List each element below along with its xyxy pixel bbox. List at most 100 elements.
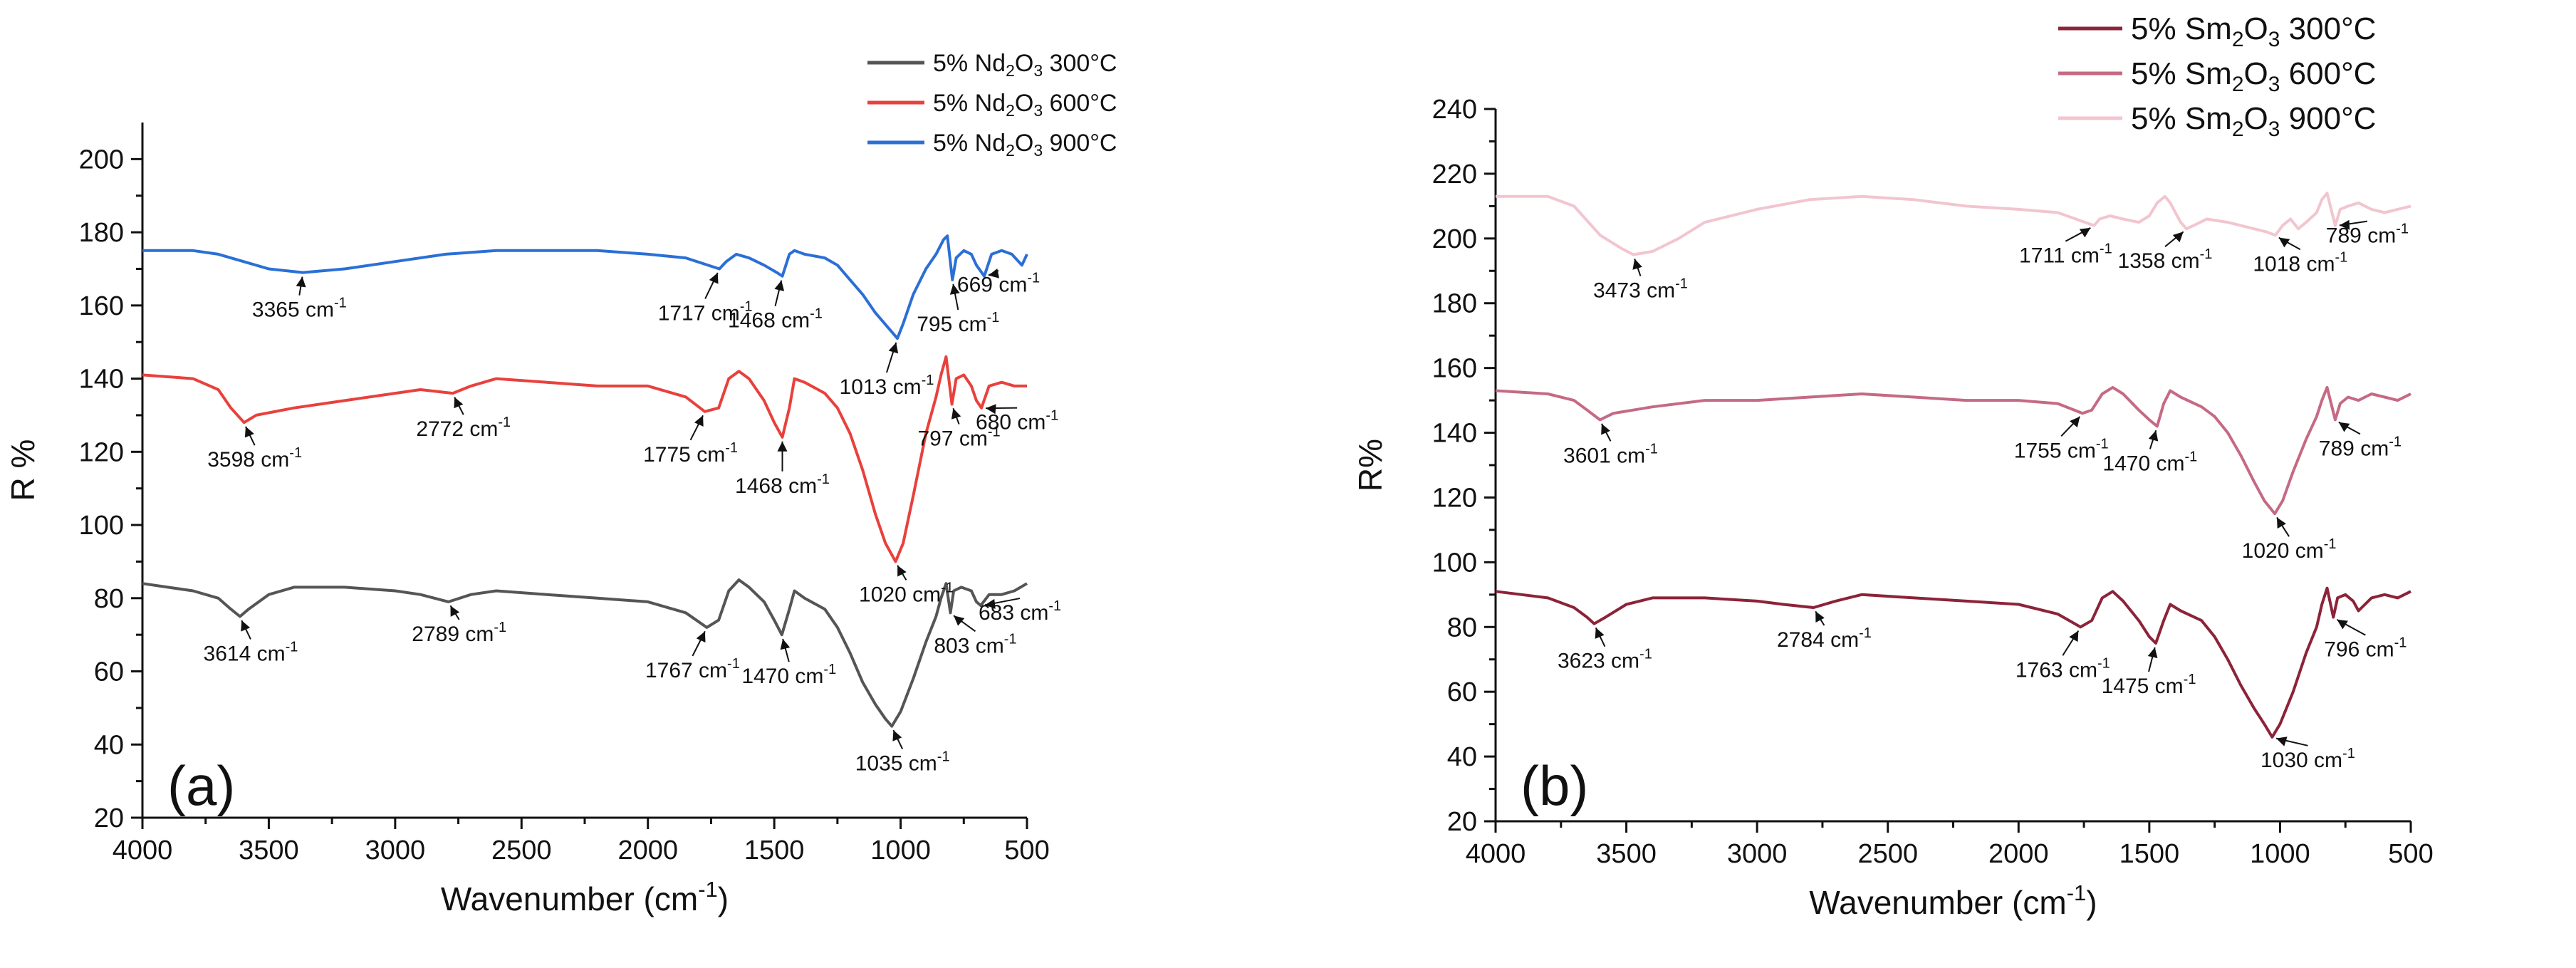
peak-annotation: 796 cm-1 [2324,635,2406,662]
x-tick-label: 3500 [1596,839,1657,869]
peak-annotation: 1020 cm-1 [859,580,954,606]
peak-annotation: 2772 cm-1 [416,415,511,441]
annotation-arrowhead [450,605,460,617]
legend-label-1: 5% Sm2O3 300°C [2131,11,2376,51]
annotation-arrowhead [454,397,464,409]
annotation-arrowhead [2339,219,2350,230]
y-tick-label: 100 [1432,548,1477,578]
annotation-arrowhead [709,272,719,284]
peak-annotation: 3601 cm-1 [1563,441,1658,467]
y-tick-label: 220 [1432,160,1477,189]
peak-annotation: 3473 cm-1 [1593,276,1688,303]
annotation-arrowhead [892,730,902,741]
peak-annotation: 2789 cm-1 [412,620,506,646]
legend-label-1: 5% Nd2O3 300°C [933,50,1117,80]
x-tick-label: 1000 [870,836,931,865]
annotation-arrowhead [2070,416,2080,428]
annotation-arrowhead [2276,737,2288,746]
x-tick-label: 500 [2388,839,2433,869]
y-tick-label: 80 [94,584,124,614]
x-tick-label: 1500 [744,836,805,865]
legend-label-3: 5% Sm2O3 900°C [2131,101,2376,141]
annotation-arrowhead [2148,430,2159,442]
annotation-arrowhead [2337,619,2348,630]
panel-label: (b) [1521,754,1588,817]
series-line-1 [142,578,1028,728]
annotation-arrowhead [949,283,960,295]
x-tick-label: 3000 [1727,839,1788,869]
peak-annotation: 683 cm-1 [979,598,1061,625]
legend-label-3: 5% Nd2O3 900°C [933,130,1117,160]
x-tick-label: 2000 [617,836,678,865]
y-tick-label: 140 [79,365,124,395]
annotation-arrowhead [1815,611,1825,623]
x-tick-label: 2000 [1988,839,2049,869]
peak-annotation: 1358 cm-1 [2118,246,2213,273]
y-tick-label: 60 [94,657,124,687]
series-line-2 [142,355,1027,563]
x-tick-label: 1500 [2119,839,2180,869]
peak-annotation: 1763 cm-1 [2016,655,2110,682]
peak-annotation: 1470 cm-1 [741,662,836,688]
x-tick-label: 3500 [239,836,299,865]
peak-annotation: 795 cm-1 [917,310,999,336]
y-tick-label: 240 [1432,95,1477,125]
peak-annotation: 3623 cm-1 [1558,647,1652,673]
x-tick-label: 4000 [1466,839,1526,869]
chart-panel-a: 4000 3500 3000 2500 2000 1500 1000 500 20 40 60 80 1… [4,50,1117,917]
y-tick-label: 100 [79,511,124,541]
y-tick-label: 160 [79,291,124,321]
panel-label: (a) [167,754,235,817]
series-line-3 [142,234,1028,340]
peak-annotation: 1468 cm-1 [735,472,830,498]
y-tick-label: 20 [1447,807,1477,837]
series-line-2 [1495,385,2411,516]
y-tick-label: 20 [94,803,124,833]
x-tick-label: 500 [1004,836,1049,865]
annotation-arrowhead [888,342,899,354]
y-tick-label: 40 [94,730,124,760]
peak-annotation: 1475 cm-1 [2102,672,2196,698]
annotation-arrowhead [897,565,907,577]
peak-annotation: 680 cm-1 [976,408,1058,434]
peak-annotation: 789 cm-1 [2326,222,2409,248]
peak-annotation: 1775 cm-1 [643,440,738,467]
peak-annotation: 1030 cm-1 [2260,746,2355,772]
y-tick-label: 180 [79,218,124,248]
annotation-arrowhead [241,620,251,632]
annotation-arrowhead [774,280,785,291]
peak-annotation: 1013 cm-1 [840,373,934,399]
peak-annotation: 1020 cm-1 [2242,536,2337,563]
y-axis-label: R% [1352,439,1389,491]
series-line-3 [1496,192,2411,256]
y-tick-label: 120 [1432,483,1477,513]
annotation-arrowhead [780,638,791,650]
annotation-arrowhead [777,441,788,452]
x-tick-label: 1000 [2250,839,2310,869]
chart-panel-b: 4000 3500 3000 2500 2000 1500 1000 500 20 40 60 80 1… [1352,11,2434,921]
annotation-arrowhead [2338,422,2350,432]
y-tick-label: 80 [1447,613,1477,642]
annotation-arrowhead [1632,259,1642,270]
y-tick-label: 200 [1432,224,1477,254]
annotation-arrowhead [2172,231,2184,243]
y-tick-label: 200 [79,145,124,175]
peak-annotation: 1018 cm-1 [2253,249,2347,276]
y-axis-label: R % [4,439,41,501]
peak-annotation: 3598 cm-1 [207,445,302,472]
y-tick-label: 140 [1432,419,1477,449]
y-tick-label: 120 [79,437,124,467]
peak-annotation: 1470 cm-1 [2102,449,2197,475]
y-tick-label: 160 [1432,354,1477,384]
annotation-arrowhead [986,404,996,415]
annotation-arrowhead [696,631,706,642]
annotation-arrowhead [951,408,961,420]
peak-annotation: 1767 cm-1 [645,656,740,682]
annotation-arrowhead [954,615,965,626]
annotation-arrowhead [694,415,704,427]
peak-annotation: 789 cm-1 [2319,434,2402,460]
x-axis-label: Wavenumber (cm-1) [1809,880,2097,921]
annotation-arrowhead [296,276,306,288]
annotation-arrowhead [2147,647,2158,659]
